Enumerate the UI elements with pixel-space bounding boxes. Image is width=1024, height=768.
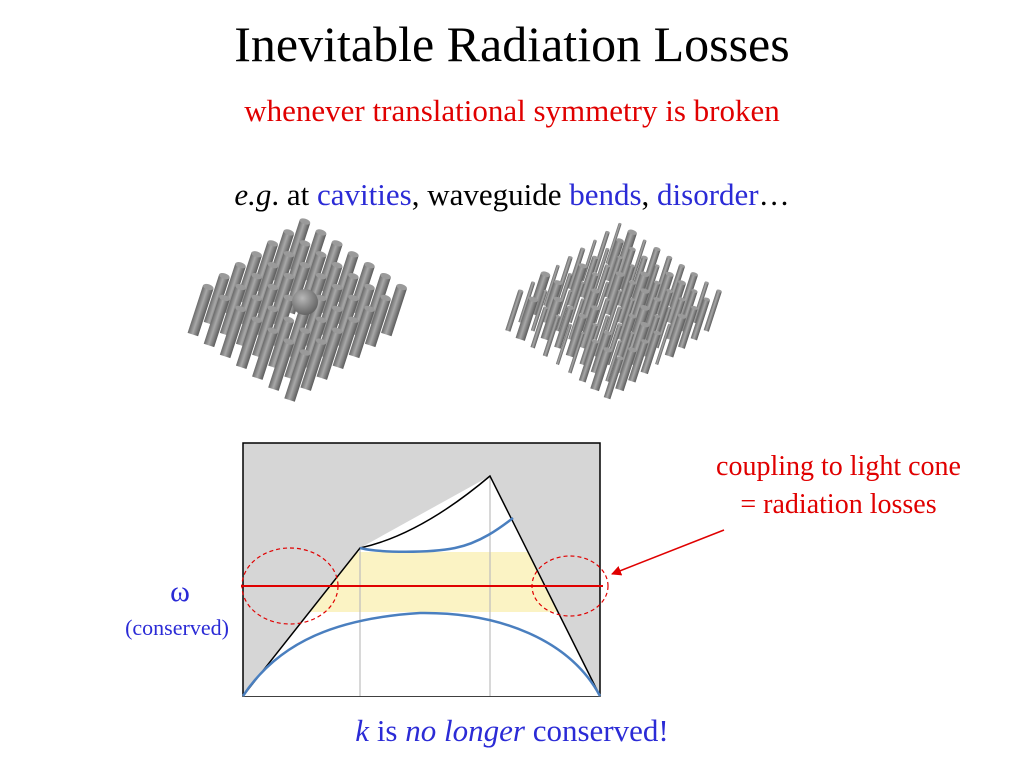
- omega-symbol: ω: [170, 575, 190, 608]
- lattice-rod: [530, 306, 548, 349]
- slide-subtitle: whenever translational symmetry is broke…: [244, 93, 780, 128]
- lattice-rod: [578, 272, 599, 316]
- lattice-rod: [284, 349, 311, 402]
- waveguide-text: , waveguide: [411, 177, 570, 212]
- coupling-arrow: [611, 529, 725, 576]
- lattice-rod: [690, 297, 711, 341]
- lattice-rod: [605, 222, 622, 265]
- lattice-rod: [543, 264, 560, 307]
- lattice-rod: [364, 294, 391, 348]
- lattice-rod: [655, 323, 672, 366]
- lattice-rod: [615, 280, 636, 324]
- lattice-rod: [615, 347, 637, 392]
- lattice-rod: [542, 314, 561, 357]
- lattice-rod: [252, 327, 279, 380]
- lattice-rod: [284, 327, 311, 380]
- lattice-rod: [592, 298, 610, 341]
- upper-band-curve: [359, 517, 514, 553]
- lattice-rod: [578, 339, 599, 383]
- lattice-rod: [590, 347, 612, 392]
- lattice-rod: [300, 338, 327, 391]
- lattice-rod: [678, 305, 698, 349]
- cavities-text: cavities: [317, 177, 412, 212]
- band-diagram: [241, 442, 725, 697]
- lattice-rod: [505, 289, 524, 332]
- lattice-rod: [603, 356, 624, 400]
- lattice-rod: [252, 305, 279, 359]
- lattice-rod: [219, 305, 246, 359]
- lattice-rod: [554, 305, 574, 349]
- coupling-line-2: = radiation losses: [740, 489, 937, 520]
- lattice-rod: [628, 339, 649, 383]
- lattice-rod: [630, 239, 647, 282]
- coupling-annotation: coupling to light cone = radiation losse…: [676, 448, 1001, 524]
- lattice-rod: [515, 296, 538, 341]
- lattice-rod: [316, 327, 343, 380]
- bends-text: bends: [569, 177, 642, 212]
- lattice-rod: [579, 322, 598, 366]
- lattice-rod: [703, 289, 722, 332]
- lattice-rod: [235, 316, 262, 370]
- k-symbol: k: [355, 713, 370, 748]
- lattice-rod: [203, 272, 230, 326]
- lattice-rod: [605, 340, 622, 382]
- lattice-rod: [530, 289, 548, 332]
- lattice-rod: [555, 290, 573, 332]
- cavity-defect-sphere: [292, 289, 318, 315]
- is-text: is: [369, 713, 406, 748]
- lattice-rod: [348, 305, 375, 359]
- lattice-rod: [567, 247, 586, 290]
- lattice-rod: [640, 330, 661, 375]
- lattice-rod: [592, 230, 610, 273]
- conserved-text: conserved!: [524, 713, 669, 748]
- no-longer-text: no longer: [405, 713, 525, 748]
- lattice-rod: [555, 323, 572, 366]
- lower-band-curve: [241, 611, 602, 697]
- slide-title: Inevitable Radiation Losses: [234, 16, 790, 72]
- lattice-rod: [565, 313, 587, 358]
- photonic-crystal-cavity-illustration: [187, 218, 408, 402]
- lattice-rod: [665, 297, 686, 341]
- lattice-rod: [568, 331, 585, 374]
- lattice-rod: [590, 330, 612, 375]
- coupling-line-1: coupling to light cone: [716, 451, 961, 482]
- comma-text: ,: [641, 177, 658, 212]
- lattice-rod: [268, 338, 295, 391]
- lattice-rod: [518, 281, 536, 324]
- coupling-circle-right: [531, 555, 609, 617]
- at-text: . at: [271, 177, 317, 212]
- ellipsis-text: …: [758, 177, 790, 212]
- lattice-rod: [540, 296, 563, 341]
- lattice-rod: [235, 294, 262, 348]
- lattice-rod: [203, 294, 230, 348]
- lattice-rod: [617, 297, 635, 341]
- lattice-rod: [664, 313, 687, 358]
- lattice-rod: [219, 283, 246, 337]
- lattice-rod: [332, 316, 359, 370]
- examples-line: e.g. at cavities, waveguide bends, disor…: [0, 176, 1024, 214]
- lattice-rod: [381, 283, 408, 337]
- lattice-rod: [616, 264, 636, 307]
- photonic-crystal-disorder-illustration: [505, 222, 722, 400]
- lattice-rod: [605, 289, 622, 332]
- lattice-rod: [568, 298, 585, 340]
- lattice-rod: [665, 280, 686, 324]
- lattice-rod: [604, 255, 623, 299]
- omega-conserved-note: (conserved): [125, 615, 229, 640]
- coupling-circle-left: [241, 547, 339, 625]
- lattice-rod: [579, 255, 599, 299]
- lattice-rod: [615, 314, 637, 358]
- lattice-rod: [578, 305, 600, 350]
- eg-text: e.g: [234, 177, 272, 212]
- light-line: [242, 474, 601, 697]
- disorder-text: disorder: [657, 177, 759, 212]
- lattice-rod: [187, 283, 214, 337]
- k-statement: k is no longer conserved!: [0, 712, 1024, 750]
- lattice-rod: [268, 316, 295, 370]
- lattice-rod: [565, 263, 588, 308]
